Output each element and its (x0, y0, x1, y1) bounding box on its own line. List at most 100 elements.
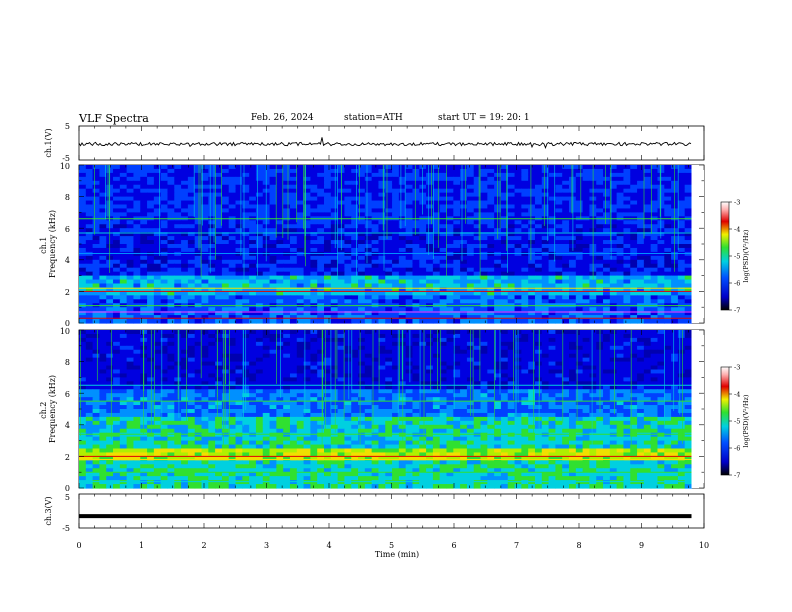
spectrogram-cell (650, 240, 659, 245)
spectrogram-cell (228, 349, 237, 355)
spectrogram-cell (160, 377, 169, 382)
spectrogram-cell (160, 267, 169, 273)
spectrogram-cell (337, 381, 346, 386)
spectrogram-cell (153, 311, 162, 316)
spectrogram-cell (364, 333, 373, 339)
spectrogram-cell (303, 291, 311, 296)
spectrogram-cell (548, 361, 556, 367)
spectrogram-cell (187, 330, 196, 335)
spectrogram-cell (262, 357, 271, 363)
spectrogram-cell (215, 381, 223, 386)
spectrogram-cell (289, 279, 298, 285)
spectrogram-cell (609, 307, 618, 312)
spectrogram-cell (426, 345, 434, 351)
spectrogram-cell (609, 341, 618, 347)
spectrogram-cell (541, 196, 550, 202)
spectrogram-cell (330, 365, 339, 371)
spectrogram-cell (562, 232, 570, 237)
spectrogram-cell (167, 168, 175, 174)
spectrogram-cell (392, 196, 400, 202)
spectrogram-cell (494, 247, 502, 253)
spectrogram-cell (521, 299, 529, 304)
spectrogram-cell (392, 353, 400, 359)
spectrogram-cell (392, 291, 400, 296)
spectrogram-cell (596, 212, 604, 217)
spectrogram-cell (160, 172, 169, 178)
spectrogram-cell (684, 295, 693, 300)
spectrogram-cell (460, 295, 468, 300)
spectrogram-cell (289, 357, 298, 363)
spectrogram-cell (358, 244, 366, 249)
spectrogram-cell (684, 369, 693, 375)
spectrogram-cell (677, 357, 686, 363)
spectrogram-cell (283, 267, 291, 273)
spectrogram-cell (371, 279, 380, 285)
spectrogram-cell (466, 319, 475, 324)
spectrogram-cell (507, 240, 516, 245)
spectrogram-cell (242, 247, 250, 253)
spectrogram-cell (637, 330, 645, 335)
spectrogram-cell (194, 176, 203, 182)
spectrogram-cell (262, 267, 271, 273)
spectrogram-cell (303, 275, 311, 281)
spectrogram-cell (228, 307, 237, 312)
spectrogram-cell (555, 204, 563, 210)
spectrogram-cell (603, 204, 611, 210)
spectrogram-cell (623, 315, 631, 320)
spectrogram-cell (99, 267, 107, 273)
spectrogram-cell (419, 291, 427, 296)
spectrogram-cell (181, 208, 189, 213)
spectrogram-cell (221, 232, 230, 237)
spectrogram-cell (167, 184, 175, 190)
spectrogram-cell (106, 337, 114, 343)
spectrogram-cell (432, 311, 441, 316)
spectrogram-cell (664, 244, 672, 249)
spectrogram-cell (269, 259, 277, 265)
spectrogram-cell (317, 212, 325, 217)
spectrogram-cell (514, 283, 522, 289)
spectrogram-cell (555, 251, 563, 257)
spectrogram-cell (548, 369, 556, 375)
spectrogram-cell (487, 377, 495, 382)
spectrogram-cell (603, 236, 611, 241)
spectrogram-cell (160, 220, 169, 225)
spectrogram-cell (358, 365, 366, 371)
spectrogram-cell (609, 228, 618, 233)
spectrogram-cell (487, 307, 495, 312)
spectrogram-cell (630, 287, 638, 292)
spectrogram-cell (140, 228, 148, 233)
spectrogram-cell (235, 224, 243, 229)
spectrogram-cell (534, 192, 543, 198)
spectrogram-cell (596, 204, 604, 210)
spectrogram-cell (181, 240, 189, 245)
spectrogram-cell (603, 240, 611, 245)
spectrogram-cell (460, 299, 468, 304)
spectrogram-cell (643, 353, 652, 359)
spectrogram-cell (392, 180, 400, 186)
spectrogram-cell (85, 224, 94, 229)
spectrogram-cell (99, 188, 107, 194)
spectrogram-cell (344, 267, 352, 273)
spectrogram-cell (283, 337, 291, 343)
spectrogram-cell (187, 299, 196, 304)
spectrogram-cell (432, 228, 441, 233)
spectrogram-cell (480, 204, 488, 210)
spectrogram-cell (113, 220, 121, 225)
spectrogram-cell (126, 192, 135, 198)
spectrogram-cell (541, 208, 550, 213)
spectrogram-cell (664, 341, 672, 347)
spectrogram-cell (92, 247, 101, 253)
spectrogram-cell (242, 275, 250, 281)
spectrogram-cell (398, 315, 407, 320)
spectrogram-cell (426, 353, 434, 359)
spectrogram-cell (269, 361, 277, 367)
spectrogram-cell (358, 220, 366, 225)
spectrogram-cell (133, 180, 141, 186)
spectrogram-cell (126, 287, 135, 292)
spectrogram-cell (330, 307, 339, 312)
spectrogram-cell (466, 247, 475, 253)
spectrogram-cell (603, 345, 611, 351)
spectrogram-cell (426, 168, 434, 174)
spectrogram-cell (385, 381, 393, 386)
spectrogram-cell (99, 283, 107, 289)
